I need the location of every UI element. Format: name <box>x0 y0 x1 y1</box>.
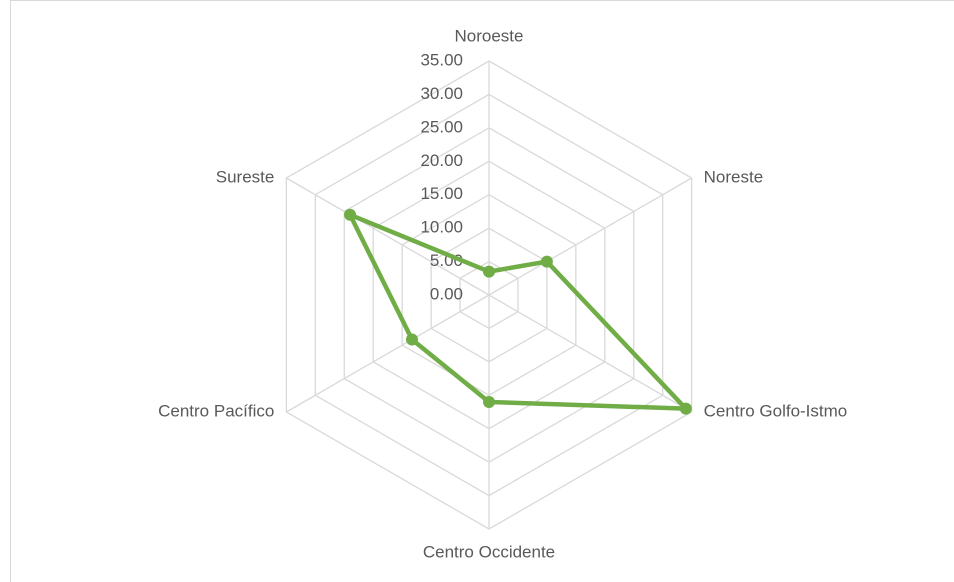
data-point <box>344 208 357 221</box>
tick-label: 30.00 <box>420 84 463 103</box>
data-point <box>679 402 692 415</box>
axis-spoke <box>488 177 692 296</box>
tick-label: 35.00 <box>420 50 463 69</box>
category-label: Centro Occidente <box>423 542 555 561</box>
category-label: Centro Golfo-Istmo <box>704 401 848 420</box>
chart-frame <box>10 0 954 582</box>
category-label: Sureste <box>216 167 275 186</box>
category-label: Noroeste <box>455 26 524 45</box>
data-point <box>405 333 418 346</box>
category-label: Noreste <box>704 167 764 186</box>
tick-label: 20.00 <box>420 151 463 170</box>
tick-label: 10.00 <box>420 218 463 237</box>
tick-label: 25.00 <box>420 117 463 136</box>
category-label: Centro Pacífico <box>158 401 274 420</box>
axis-spoke <box>286 294 490 413</box>
axis-spoke <box>286 177 490 296</box>
data-point <box>483 265 495 278</box>
data-point <box>483 395 495 408</box>
axis-spoke <box>488 294 692 413</box>
data-point <box>540 255 553 268</box>
tick-label: 0.00 <box>430 284 463 303</box>
tick-label: 15.00 <box>420 184 463 203</box>
